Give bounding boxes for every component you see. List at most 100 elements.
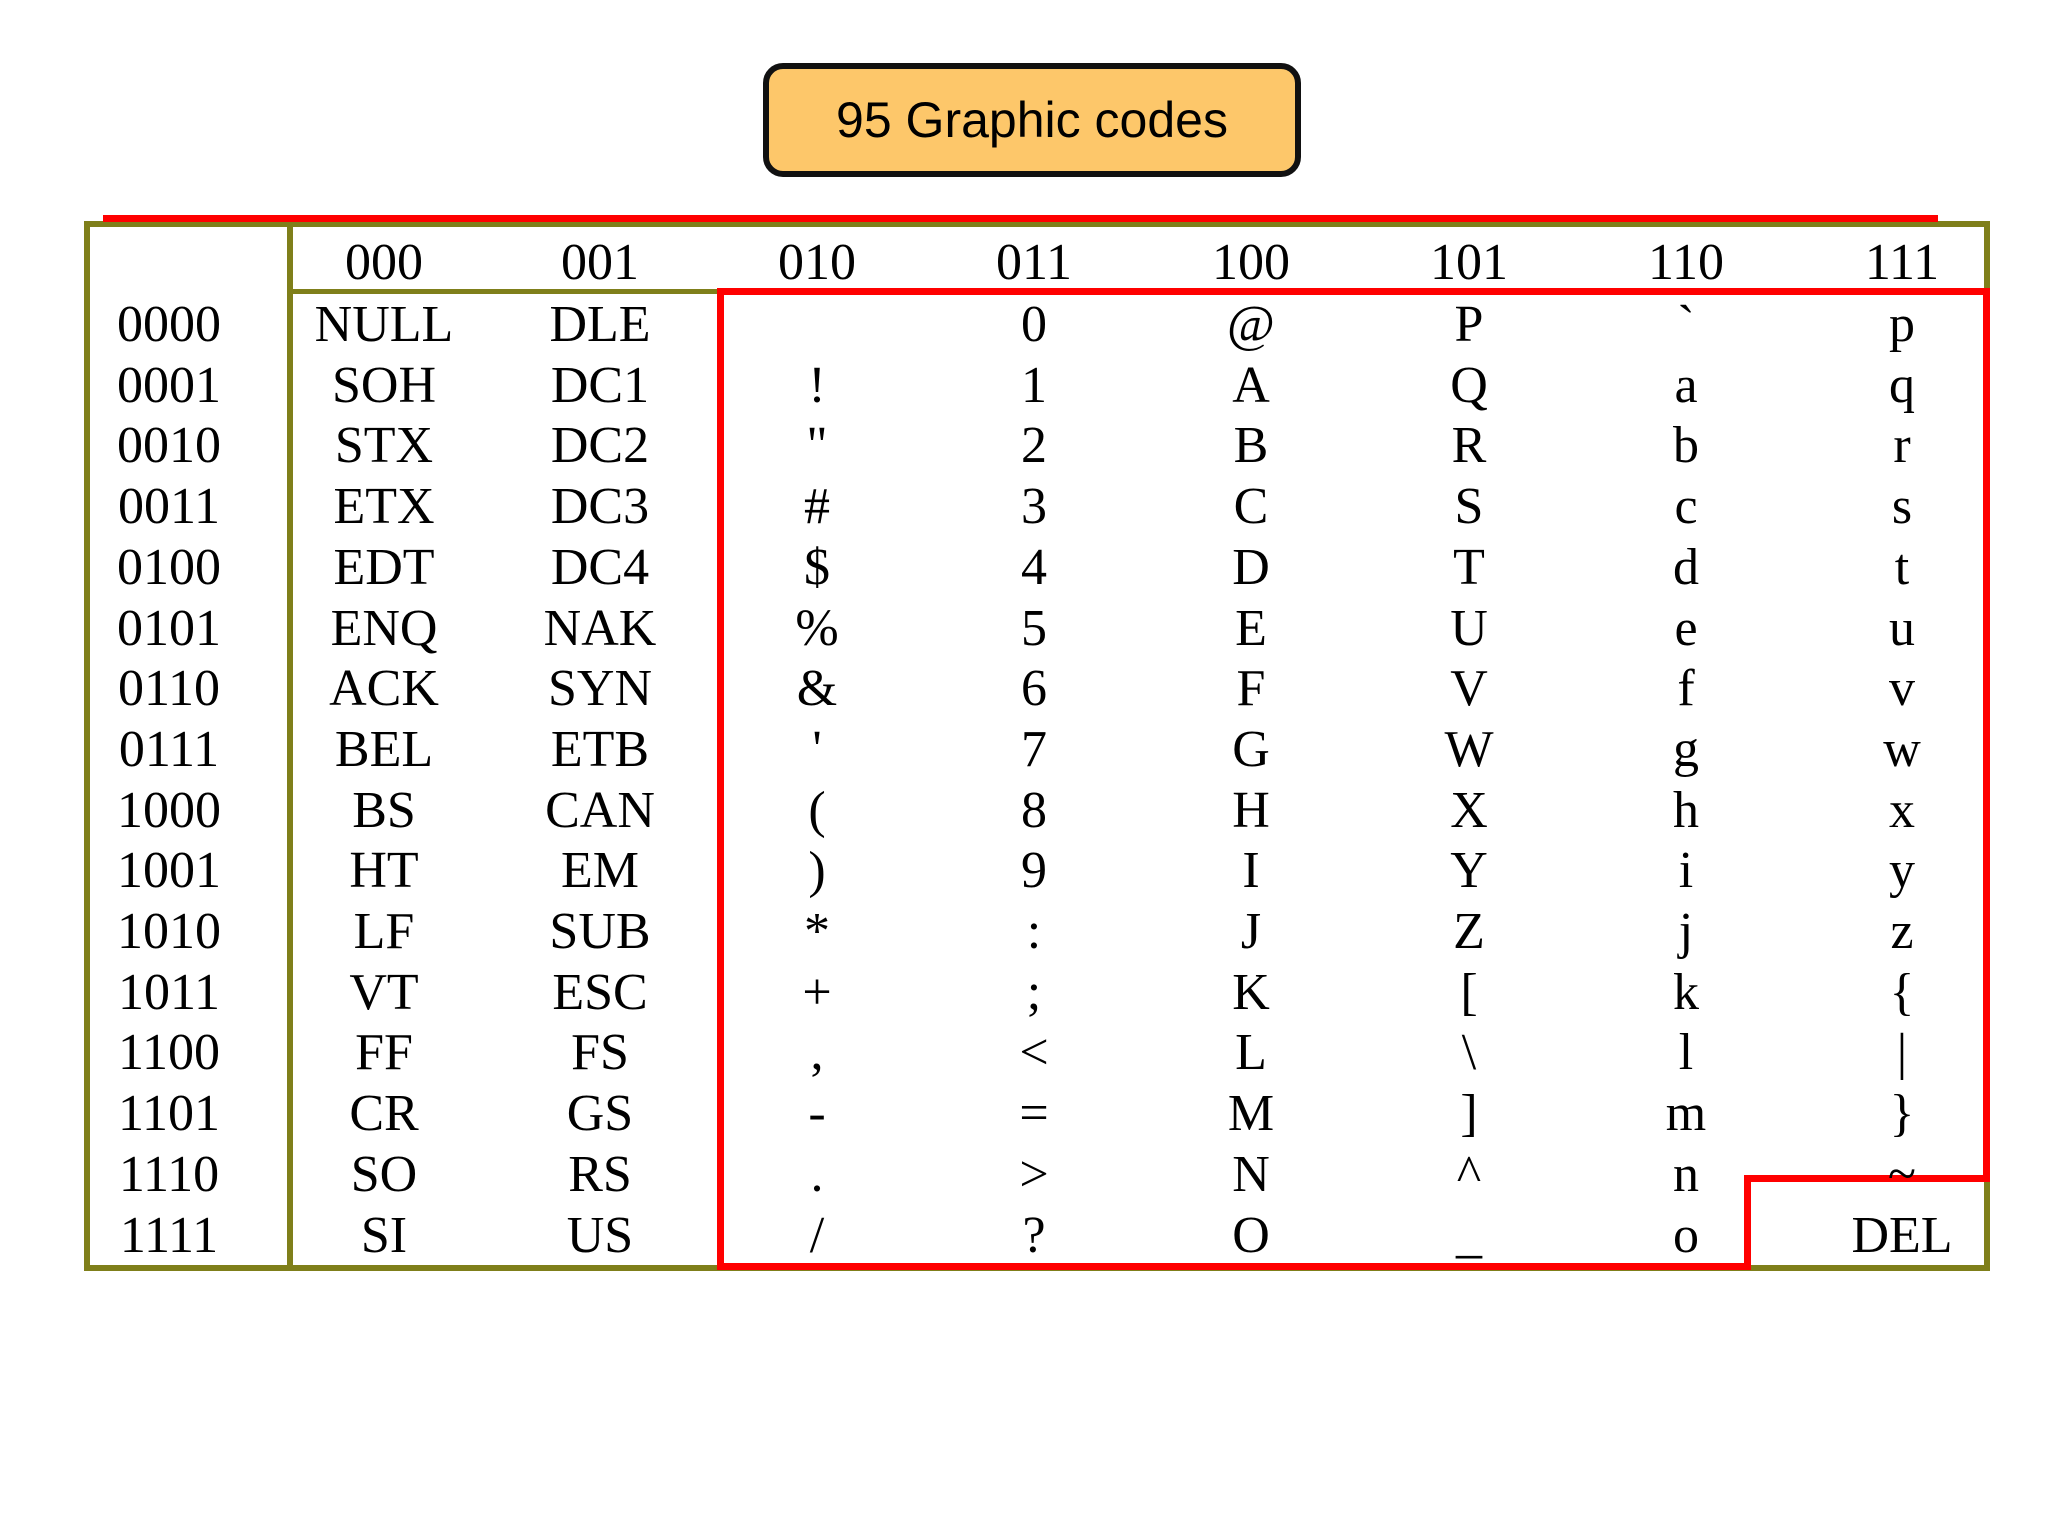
column-header: 111 <box>1864 234 1940 291</box>
code-cell: h <box>1673 781 1699 839</box>
highlight-top-line <box>103 215 1938 222</box>
code-cell: j <box>1678 903 1694 960</box>
code-cell: FS <box>571 1024 629 1082</box>
code-cell: # <box>804 478 830 536</box>
code-cell: a <box>1674 356 1698 414</box>
code-cell: G <box>1232 720 1270 778</box>
code-cell: ; <box>1026 963 1042 1021</box>
code-cell: DC3 <box>550 478 650 536</box>
code-cell: t <box>1894 538 1910 596</box>
code-cell: 6 <box>1021 660 1047 718</box>
code-cell: S <box>1454 478 1484 536</box>
code-cell: V <box>1450 660 1488 718</box>
code-cell: VT <box>349 963 419 1021</box>
code-cell: l <box>1678 1024 1694 1082</box>
code-cell: 2 <box>1021 417 1047 475</box>
code-cell: SUB <box>549 903 651 960</box>
code-cell: w <box>1883 720 1921 778</box>
code-cell: d <box>1673 538 1699 596</box>
row-header: 0100 <box>117 538 221 596</box>
code-cell: v <box>1889 660 1915 718</box>
code-cell: J <box>1240 903 1262 960</box>
code-cell: ESC <box>552 963 648 1021</box>
row-header: 1001 <box>117 842 221 900</box>
code-cell: K <box>1232 963 1270 1021</box>
code-cell: P <box>1454 296 1484 353</box>
code-cell: c <box>1674 478 1698 536</box>
code-cell: r <box>1893 417 1911 475</box>
code-cell: % <box>795 599 839 657</box>
code-cell: 9 <box>1021 842 1047 900</box>
code-cell: DC1 <box>550 356 650 414</box>
code-cell: DLE <box>549 296 651 353</box>
code-cell: T <box>1453 538 1485 596</box>
code-cell: ETB <box>550 720 650 778</box>
row-header-divider <box>287 221 293 1271</box>
code-cell: ' <box>812 720 822 778</box>
column-header: 110 <box>1647 234 1725 291</box>
code-cell: s <box>1891 478 1913 536</box>
code-cell: FF <box>355 1024 413 1082</box>
row-header: 1010 <box>117 903 221 960</box>
row-header: 1101 <box>117 1085 221 1143</box>
code-cell: q <box>1889 356 1915 414</box>
code-cell: BEL <box>334 720 434 778</box>
highlight-step-left <box>1744 1175 1751 1270</box>
code-cell: o <box>1673 1206 1699 1264</box>
code-cell: DC2 <box>550 417 650 475</box>
code-cell: [ <box>1460 963 1478 1021</box>
code-cell: Z <box>1453 903 1485 960</box>
graphic-codes-callout: 95 Graphic codes <box>763 63 1301 177</box>
row-header: 0101 <box>117 599 221 657</box>
column-header: 000 <box>345 234 423 291</box>
code-cell: A <box>1232 356 1270 414</box>
code-cell: = <box>1019 1085 1049 1143</box>
code-cell: p <box>1889 296 1915 353</box>
code-cell: RS <box>568 1145 632 1203</box>
code-cell: CAN <box>545 781 655 839</box>
row-header: 0011 <box>117 478 221 536</box>
code-cell: + <box>802 963 832 1021</box>
table-border-top <box>84 221 1990 227</box>
code-cell: e <box>1674 599 1698 657</box>
code-cell: ) <box>808 842 826 900</box>
column-header: 001 <box>561 234 639 291</box>
code-cell: Q <box>1450 356 1488 414</box>
code-cell: HT <box>349 842 419 900</box>
code-cell: D <box>1232 538 1270 596</box>
code-cell: . <box>810 1145 824 1203</box>
code-cell: g <box>1673 720 1699 778</box>
code-cell: NULL <box>314 296 454 353</box>
code-cell: 1 <box>1021 356 1047 414</box>
column-header: 011 <box>995 234 1073 291</box>
code-cell: LF <box>353 903 415 960</box>
code-cell: 8 <box>1021 781 1047 839</box>
code-cell: SOH <box>331 356 437 414</box>
code-cell: DEL <box>1851 1206 1953 1264</box>
code-cell: ] <box>1460 1085 1478 1143</box>
code-cell: GS <box>566 1085 634 1143</box>
code-cell: US <box>566 1206 634 1264</box>
code-cell: 4 <box>1021 538 1047 596</box>
highlight-right <box>1983 288 1990 1182</box>
row-header: 0000 <box>117 296 221 353</box>
code-cell: ETX <box>333 478 435 536</box>
highlight-step-bottom <box>1744 1175 1990 1182</box>
code-cell: ! <box>808 356 826 414</box>
code-cell: - <box>808 1085 826 1143</box>
highlight-left <box>717 288 724 1270</box>
row-header: 0010 <box>117 417 221 475</box>
code-cell: ACK <box>329 660 439 718</box>
code-cell: * <box>804 903 830 960</box>
row-header: 1100 <box>117 1024 221 1082</box>
row-header: 0001 <box>117 356 221 414</box>
code-cell: u <box>1889 599 1915 657</box>
code-cell: : <box>1026 903 1042 960</box>
row-header: 0111 <box>118 720 220 778</box>
code-cell: $ <box>804 538 830 596</box>
code-cell: U <box>1450 599 1488 657</box>
row-header: 1110 <box>118 1145 220 1203</box>
code-cell: W <box>1444 720 1494 778</box>
code-cell: | <box>1896 1024 1908 1082</box>
code-cell: } <box>1889 1085 1915 1143</box>
